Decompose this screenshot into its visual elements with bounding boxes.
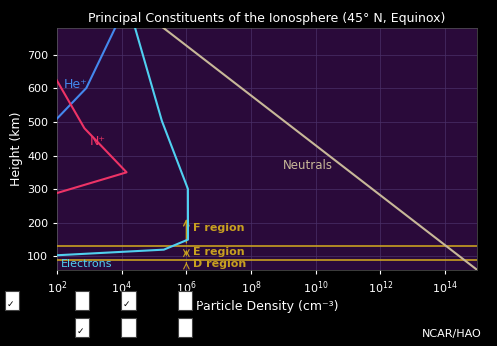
Text: N⁺: N⁺ [89, 135, 105, 148]
Text: F region: F region [193, 223, 245, 233]
Text: NO+: NO+ [198, 296, 221, 306]
Text: ✓: ✓ [6, 300, 14, 309]
Text: Electrons: Electrons [24, 296, 70, 306]
Text: Neutrals: Neutrals [283, 159, 333, 172]
Text: NCAR/HAO: NCAR/HAO [422, 329, 482, 339]
Text: He⁺: He⁺ [64, 78, 87, 91]
Bar [178, 291, 192, 310]
Text: ✓: ✓ [76, 327, 84, 336]
Text: O+: O+ [141, 322, 157, 332]
Text: D region: D region [193, 260, 246, 270]
Text: ✓: ✓ [123, 300, 130, 309]
Text: H+: H+ [94, 296, 110, 306]
Bar [75, 318, 89, 337]
Title: Principal Constituents of the Ionosphere (45° N, Equinox): Principal Constituents of the Ionosphere… [88, 12, 446, 25]
Bar [5, 291, 19, 310]
X-axis label: Particle Density (cm⁻³): Particle Density (cm⁻³) [196, 300, 338, 313]
Bar [75, 291, 89, 310]
Bar [121, 291, 136, 310]
Text: He+: He+ [94, 322, 116, 332]
Bar [121, 318, 136, 337]
Text: E region: E region [193, 247, 245, 257]
Y-axis label: Height (km): Height (km) [10, 111, 23, 186]
Bar [178, 318, 192, 337]
Text: N+: N+ [141, 296, 156, 306]
Text: Electrons: Electrons [61, 259, 112, 269]
Text: O2+: O2+ [198, 322, 220, 332]
